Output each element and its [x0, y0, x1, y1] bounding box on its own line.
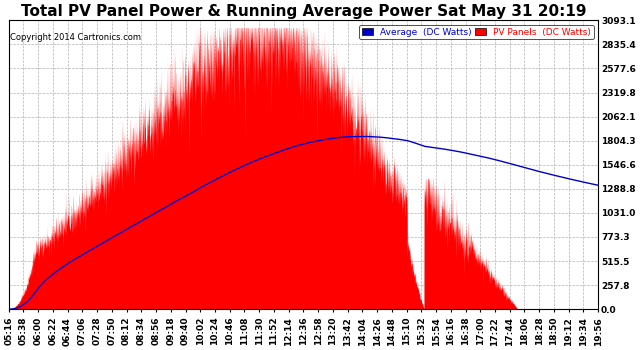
Text: Copyright 2014 Cartronics.com: Copyright 2014 Cartronics.com	[10, 33, 141, 42]
Legend: Average  (DC Watts), PV Panels  (DC Watts): Average (DC Watts), PV Panels (DC Watts)	[359, 25, 594, 39]
Title: Total PV Panel Power & Running Average Power Sat May 31 20:19: Total PV Panel Power & Running Average P…	[20, 4, 586, 19]
